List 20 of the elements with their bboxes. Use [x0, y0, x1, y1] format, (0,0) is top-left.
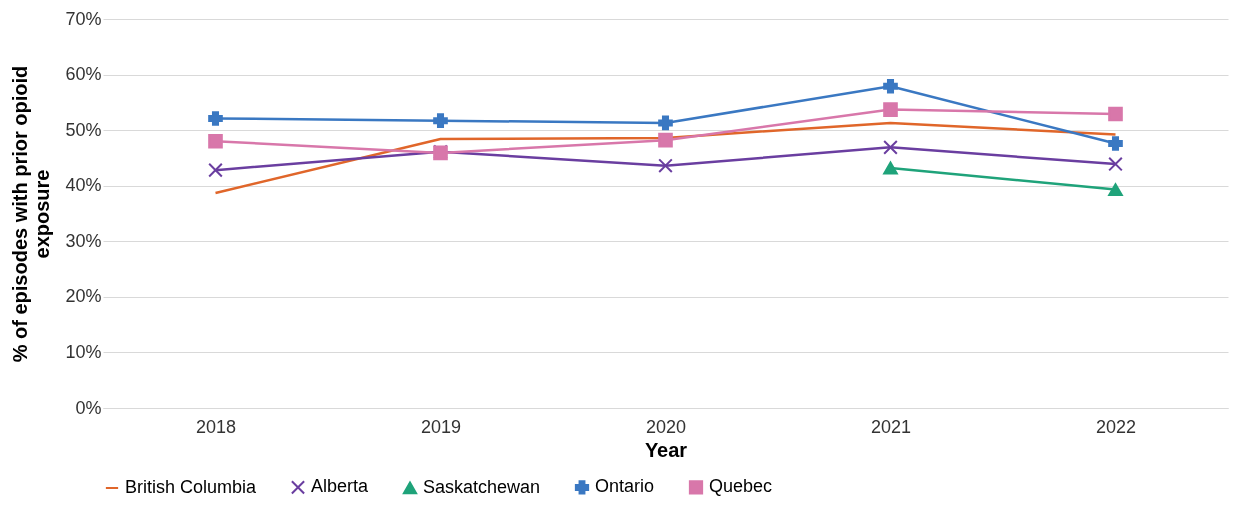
- y-axis-title: % of episodes with prior opioid exposure: [9, 65, 54, 363]
- legend-label: British Columbia: [125, 477, 258, 497]
- x-axis-title: Year: [644, 438, 688, 461]
- y-tick-label: 0%: [75, 397, 102, 418]
- x-tick-label: 2022: [1095, 416, 1137, 437]
- y-tick-label: 40%: [65, 175, 102, 196]
- y-tick-label: 30%: [65, 230, 102, 251]
- x-tick-label: 2019: [420, 416, 462, 437]
- y-tick-label: 50%: [65, 119, 102, 140]
- legend-label: Ontario: [595, 476, 655, 497]
- x-tick-label: 2020: [645, 416, 687, 437]
- x-tick-label: 2018: [195, 416, 237, 437]
- x-tick-label: 2021: [870, 416, 912, 437]
- legend-label: Saskatchewan: [423, 476, 541, 497]
- legend-label: Alberta: [311, 476, 370, 497]
- y-tick-label: 70%: [65, 8, 102, 29]
- y-tick-label: 60%: [65, 64, 102, 85]
- legend-label: Quebec: [709, 476, 773, 497]
- y-tick-label: 20%: [65, 286, 102, 307]
- y-tick-label: 10%: [65, 341, 102, 362]
